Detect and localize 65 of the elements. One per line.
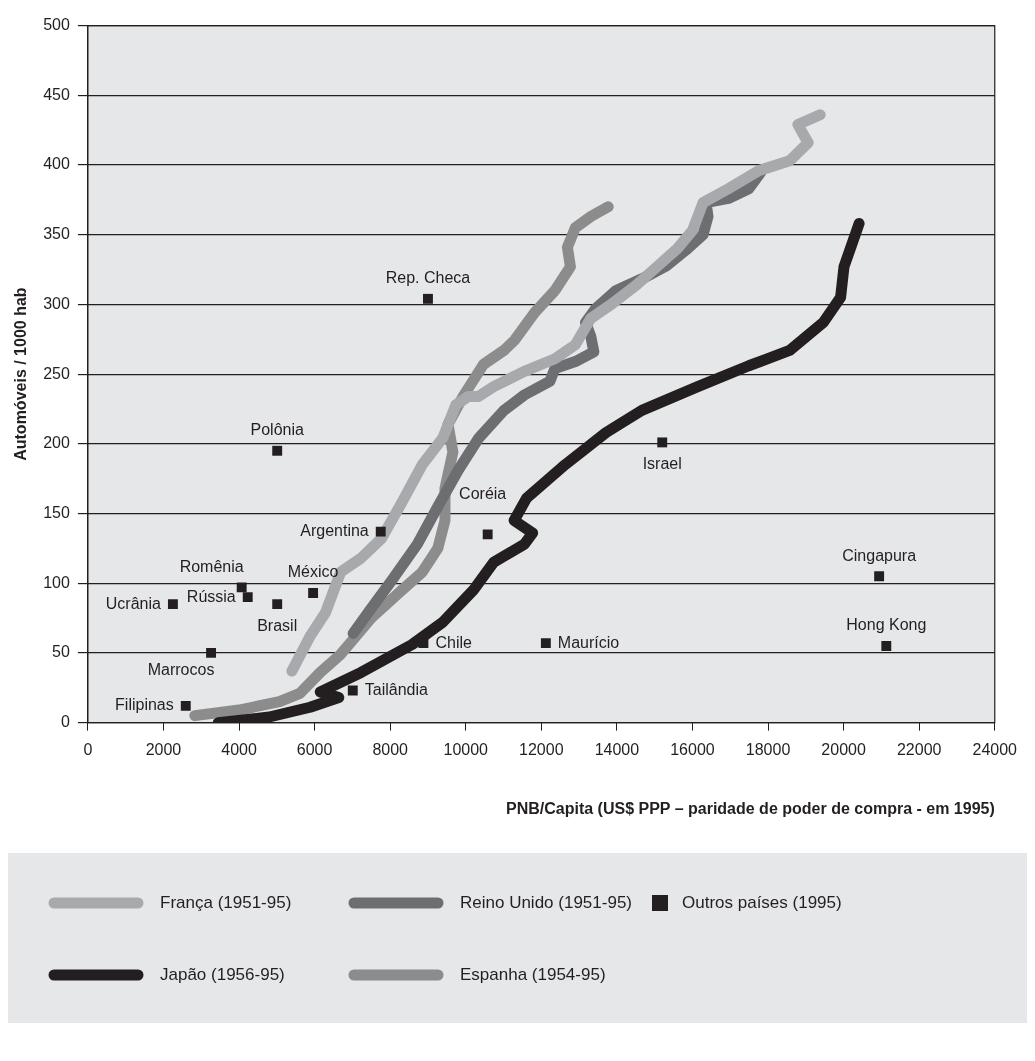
point xyxy=(308,588,319,598)
y-tick-label: 100 xyxy=(43,573,70,591)
annotation: Polônia xyxy=(250,421,304,439)
point xyxy=(482,529,493,540)
annotation: Hong Kong xyxy=(846,616,927,634)
point xyxy=(242,592,253,603)
x-axis-title: PNB/Capita (US$ PPP – paridade de poder de compra - em 1995) xyxy=(506,799,995,817)
point xyxy=(423,293,433,304)
annotation: Rússia xyxy=(186,587,236,605)
annotation: Romênia xyxy=(179,557,244,575)
legend-label: Outros países (1995) xyxy=(682,892,842,912)
annotation: Cingapura xyxy=(842,546,917,564)
y-tick-label: 150 xyxy=(43,503,70,521)
annotation: Maurício xyxy=(557,633,620,651)
x-tick-label: 12000 xyxy=(519,740,564,758)
annotation: Rep. Checa xyxy=(385,269,471,287)
x-tick-label: 16000 xyxy=(670,740,715,758)
y-tick-label: 400 xyxy=(43,155,70,173)
annotation: Argentina xyxy=(300,522,369,540)
legend-label: Reino Unido (1951-95) xyxy=(460,892,632,912)
x-tick-label: 6000 xyxy=(296,740,333,758)
y-tick-label: 50 xyxy=(52,643,70,661)
annotation: México xyxy=(287,563,339,581)
y-tick-label: 350 xyxy=(43,225,70,243)
point xyxy=(375,526,386,537)
x-tick-label: 14000 xyxy=(594,740,640,758)
annotation: Israel xyxy=(642,454,682,472)
point xyxy=(657,437,668,448)
annotation: Ucrânia xyxy=(105,594,162,612)
x-tick-label: 22000 xyxy=(896,740,942,758)
y-tick-label: 300 xyxy=(43,294,70,312)
y-axis-title: Automóveis / 1000 hab xyxy=(12,287,30,461)
annotation: Coréia xyxy=(459,484,507,502)
x-tick-label: 20000 xyxy=(821,740,866,758)
x-tick-label: 2000 xyxy=(145,740,182,758)
point xyxy=(881,640,892,651)
x-tick-label: 10000 xyxy=(443,740,489,758)
point xyxy=(236,582,247,593)
annotation: Tailândia xyxy=(364,680,429,698)
annotation: Filipinas xyxy=(115,696,174,714)
y-tick-label: 200 xyxy=(43,434,70,452)
x-tick-label: 4000 xyxy=(221,740,257,758)
x-tick-label: 0 xyxy=(83,740,93,758)
y-tick-label: 0 xyxy=(60,713,70,731)
y-tick-label: 450 xyxy=(43,85,70,103)
y-tick-label: 500 xyxy=(43,16,70,34)
legend-label: França (1951-95) xyxy=(160,892,292,912)
y-tick-label: 250 xyxy=(43,364,70,382)
point xyxy=(347,685,358,696)
point xyxy=(874,571,885,582)
legend-label: Espanha (1954-95) xyxy=(460,964,606,984)
x-tick-label: 24000 xyxy=(972,740,1018,758)
point xyxy=(540,638,551,649)
annotation: Chile xyxy=(435,633,472,651)
x-tick-label: 8000 xyxy=(372,740,409,758)
point xyxy=(272,599,283,610)
x-tick-label: 18000 xyxy=(745,740,791,758)
point xyxy=(272,445,283,456)
point xyxy=(180,700,191,711)
legend-label: Japão (1956-95) xyxy=(160,964,285,984)
annotation: Brasil xyxy=(257,616,298,634)
point xyxy=(206,647,217,658)
point xyxy=(167,599,178,610)
point xyxy=(418,638,429,649)
annotation: Marrocos xyxy=(147,661,215,679)
